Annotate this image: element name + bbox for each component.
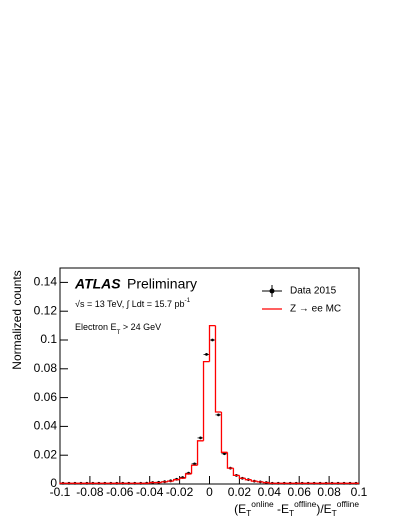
histogram-step xyxy=(178,477,186,480)
x-tick-label: 0.1 xyxy=(351,485,368,499)
legend-label: Data 2015 xyxy=(290,286,337,297)
histogram-step xyxy=(208,324,216,362)
y-tick-label: 0.02 xyxy=(34,447,58,461)
data-point xyxy=(223,452,226,456)
experiment-label: ATLAS xyxy=(74,276,121,292)
histogram-step xyxy=(250,479,258,482)
histogram-step xyxy=(226,452,234,469)
x-tick-label: 0.04 xyxy=(258,485,282,499)
histogram-step xyxy=(262,481,270,484)
y-tick-label: 0.08 xyxy=(34,361,58,375)
y-tick-label: 0.06 xyxy=(34,390,58,404)
x-tick-label: -0.08 xyxy=(76,485,104,499)
histogram-step xyxy=(220,412,228,453)
legend-label: Z → ee MC xyxy=(290,304,341,315)
histogram-step xyxy=(202,360,210,441)
x-tick-label: -0.02 xyxy=(166,485,194,499)
x-tick-label: -0.04 xyxy=(136,485,164,499)
y-tick-label: 0.04 xyxy=(34,419,58,433)
histogram-step xyxy=(244,478,252,481)
x-tick-label: 0.06 xyxy=(288,485,312,499)
histogram-step xyxy=(232,468,240,477)
x-axis-label: (ET​online​ -ET​offline​)/ET​offline​ xyxy=(234,499,359,518)
status-label: Preliminary xyxy=(127,276,197,292)
data-point xyxy=(199,436,202,440)
histogram-step xyxy=(268,482,276,484)
selection-label: Electron ET​ > 24 GeV xyxy=(75,322,161,335)
data-point xyxy=(205,353,208,356)
histogram-step xyxy=(172,479,180,482)
data-point xyxy=(211,338,214,342)
x-tick-label: 0.08 xyxy=(317,485,341,499)
y-tick-label: 0.1 xyxy=(40,332,57,346)
y-tick-label: 0 xyxy=(50,476,57,490)
histogram-step xyxy=(149,481,156,484)
data-point xyxy=(193,462,196,466)
histogram-step xyxy=(184,473,192,479)
histogram-step xyxy=(238,475,246,479)
histogram-step xyxy=(166,480,174,482)
legend-marker xyxy=(269,288,275,294)
histogram-step xyxy=(190,464,198,474)
x-tick-label: -0.06 xyxy=(106,485,134,499)
histogram-step xyxy=(256,481,264,483)
x-tick-label: 0.02 xyxy=(228,485,252,499)
histogram-step xyxy=(59,482,66,484)
histogram-step xyxy=(161,481,168,483)
x-tick-label: 0 xyxy=(206,485,213,499)
y-tick-label: 0.12 xyxy=(34,303,58,317)
histogram-step xyxy=(196,440,204,466)
energy-label: √s = 13 TeV, ∫ Ldt = 15.7 pb-1​ xyxy=(75,297,191,310)
y-axis-label: Normalized counts xyxy=(10,270,24,369)
data-point xyxy=(217,413,220,417)
y-tick-label: 0.14 xyxy=(34,275,58,289)
histogram-step xyxy=(214,325,222,413)
x-tick-label: -0.1 xyxy=(50,485,71,499)
